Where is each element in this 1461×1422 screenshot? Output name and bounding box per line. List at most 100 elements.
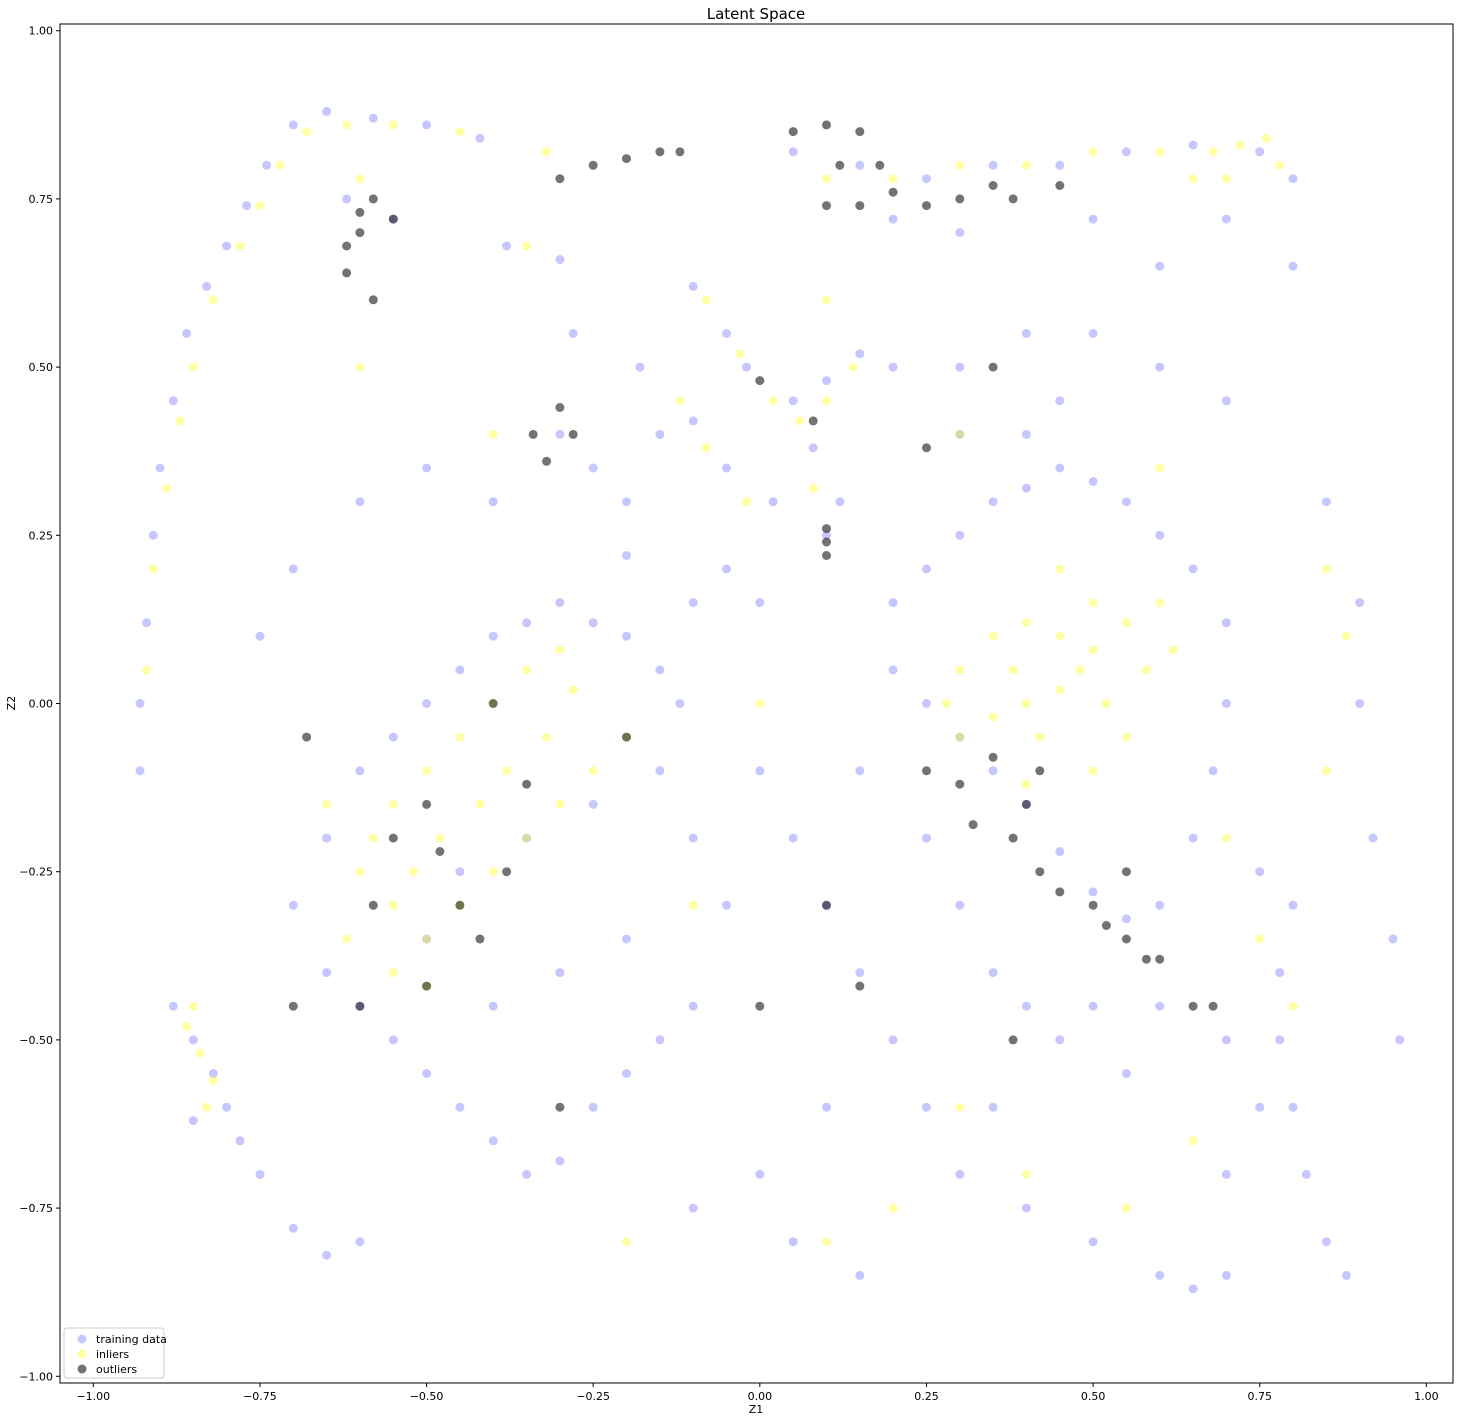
data-point	[955, 429, 965, 439]
data-point	[568, 329, 578, 338]
data-point	[855, 766, 865, 776]
data-point	[855, 968, 865, 978]
data-point	[822, 551, 831, 560]
data-point	[795, 416, 805, 426]
data-point	[422, 981, 432, 991]
data-point	[522, 665, 532, 675]
data-point	[1188, 140, 1198, 150]
data-point	[1088, 477, 1098, 486]
data-point	[822, 1237, 831, 1247]
data-point	[355, 207, 365, 217]
data-point	[1155, 362, 1165, 372]
data-point	[388, 900, 398, 910]
data-point	[475, 934, 485, 944]
data-point	[168, 1001, 178, 1011]
data-point	[355, 1001, 365, 1011]
data-point	[1208, 766, 1218, 776]
data-point	[622, 551, 631, 560]
data-point	[722, 463, 731, 473]
data-point	[355, 766, 365, 776]
data-point	[622, 1069, 631, 1078]
data-point	[1121, 934, 1131, 944]
data-point	[722, 329, 731, 338]
data-point	[148, 564, 158, 574]
data-point	[1008, 833, 1018, 843]
data-point	[455, 665, 465, 675]
data-point	[875, 160, 885, 170]
data-point	[655, 1035, 665, 1045]
data-point	[1055, 685, 1065, 695]
data-point	[1221, 833, 1231, 843]
data-point	[1055, 396, 1065, 406]
data-point	[488, 631, 498, 641]
data-point	[355, 174, 365, 184]
data-point	[302, 127, 312, 137]
data-point	[688, 1001, 698, 1011]
data-point	[655, 766, 665, 776]
data-point	[302, 732, 312, 742]
data-point	[675, 396, 685, 406]
data-point	[1255, 934, 1265, 944]
data-point	[288, 120, 298, 130]
data-point	[988, 497, 998, 507]
data-point	[188, 362, 198, 372]
data-point	[1321, 497, 1331, 507]
data-point	[255, 1169, 265, 1179]
data-point	[1021, 699, 1031, 708]
x-tick-label: 0.25	[914, 1390, 939, 1403]
data-point	[788, 1237, 798, 1247]
data-point	[1088, 598, 1098, 608]
data-point	[955, 1102, 965, 1112]
data-point	[1155, 900, 1165, 910]
data-point	[1121, 914, 1131, 924]
data-point	[355, 867, 365, 877]
data-point	[1155, 261, 1165, 271]
x-tick-label: 1.00	[1414, 1390, 1439, 1403]
data-point	[342, 194, 352, 204]
data-point	[1221, 396, 1231, 406]
data-point	[955, 900, 965, 910]
data-point	[1275, 968, 1285, 978]
data-point	[275, 160, 285, 170]
x-tick-label: −0.50	[410, 1390, 444, 1403]
data-point	[368, 900, 378, 910]
data-point	[922, 174, 931, 184]
data-point	[1055, 564, 1065, 574]
data-point	[475, 799, 485, 809]
data-point	[188, 1116, 198, 1126]
data-point	[822, 396, 831, 406]
data-point	[388, 1035, 398, 1045]
data-point	[988, 968, 998, 978]
data-point	[1255, 1102, 1265, 1112]
data-point	[1088, 1001, 1098, 1011]
data-point	[688, 833, 698, 843]
data-point	[208, 295, 218, 305]
data-point	[1221, 214, 1231, 224]
y-tick-label: −0.75	[19, 1202, 53, 1215]
data-point	[755, 1001, 765, 1011]
data-point	[555, 645, 565, 655]
x-tick-label: −0.25	[576, 1390, 610, 1403]
data-point	[1088, 1237, 1098, 1247]
data-point	[455, 127, 465, 137]
data-point	[1288, 1102, 1298, 1112]
data-point	[942, 699, 951, 708]
data-point	[368, 295, 378, 305]
data-point	[1275, 1035, 1285, 1045]
data-point	[922, 201, 931, 211]
data-point	[922, 833, 931, 843]
data-point	[322, 968, 332, 978]
x-axis: −1.00 −0.75 −0.50 −0.25 0.00 0.25 0.50 0.75 1.00	[76, 1383, 1439, 1403]
data-point	[1055, 160, 1065, 170]
data-point	[1088, 645, 1098, 655]
data-point	[1155, 954, 1165, 964]
data-point	[702, 443, 711, 453]
data-point	[195, 1048, 205, 1058]
data-point	[655, 665, 665, 675]
data-point	[955, 665, 965, 675]
x-tick-label: −1.00	[76, 1390, 110, 1403]
data-point	[368, 194, 378, 204]
data-point	[835, 160, 845, 170]
y-axis: −1.00 −0.75 −0.50 −0.25 0.00 0.25 0.50 0.75 1.00	[19, 25, 60, 1383]
x-axis-label: Z1	[749, 1403, 764, 1416]
